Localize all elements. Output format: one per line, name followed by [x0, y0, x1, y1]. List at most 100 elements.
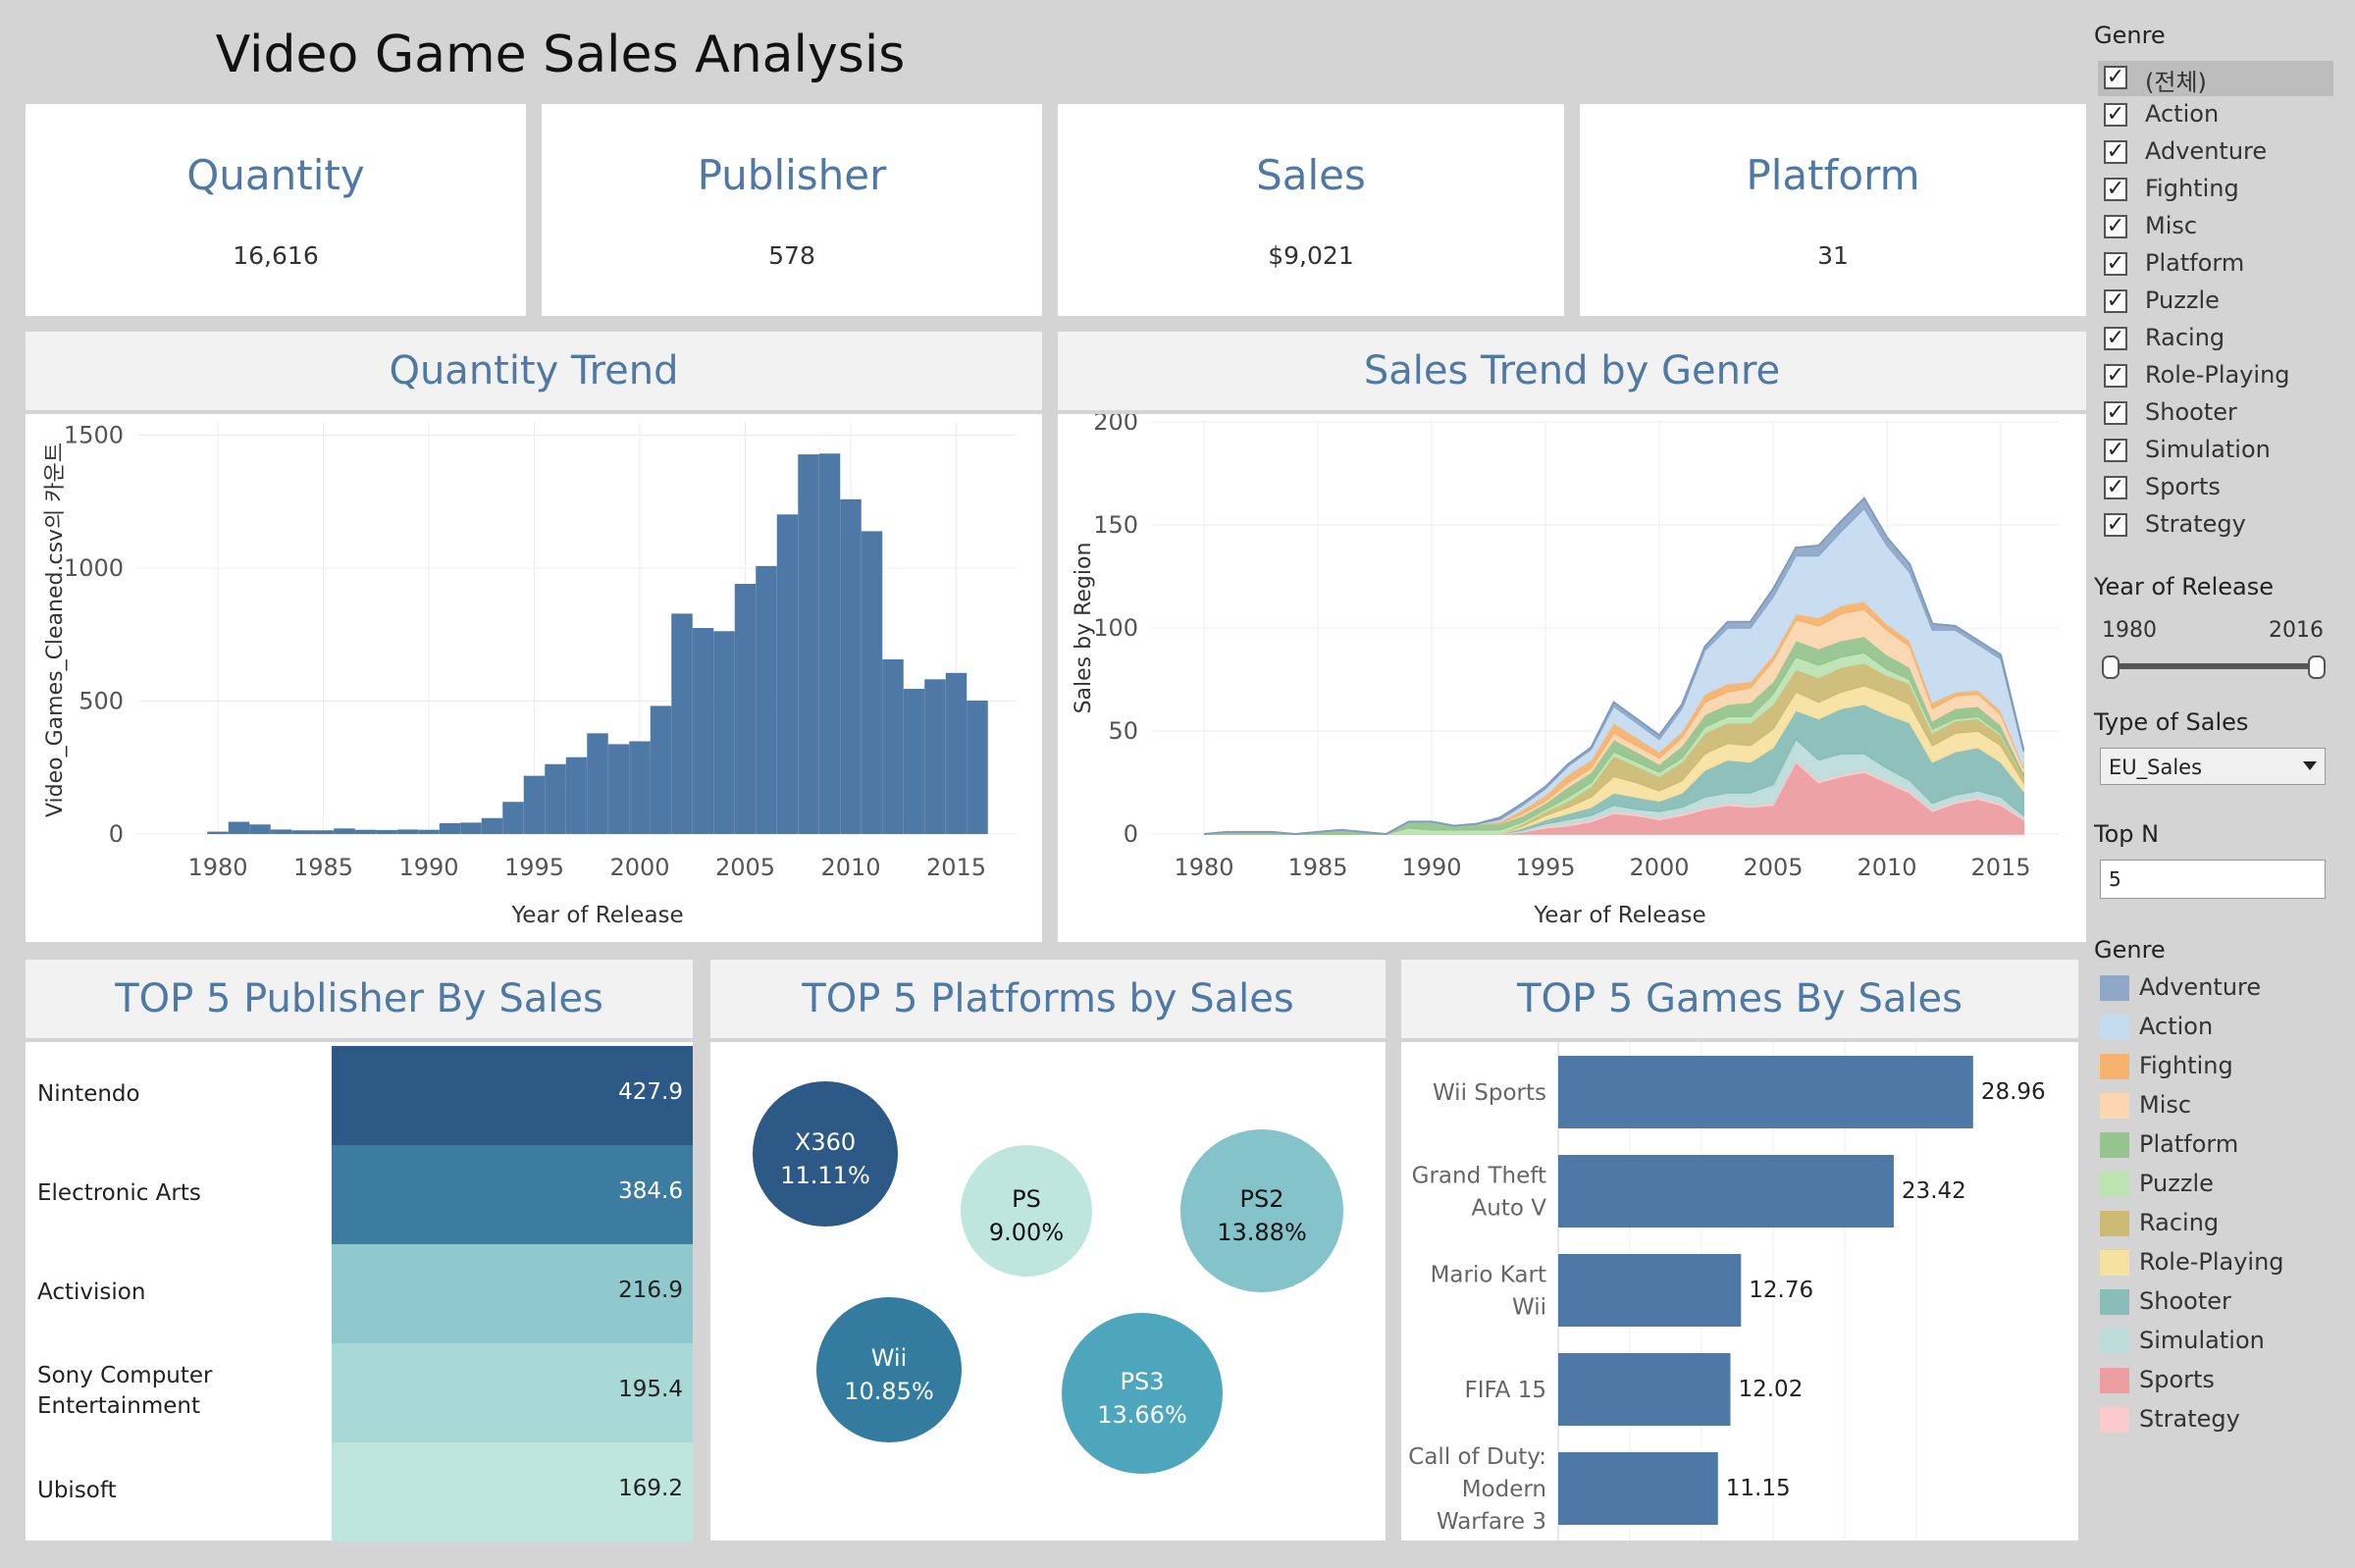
- platform-bubble[interactable]: [1180, 1129, 1343, 1292]
- publisher-row[interactable]: Ubisoft 169.2: [26, 1442, 693, 1542]
- game-bar[interactable]: [1558, 1056, 1973, 1128]
- year-slider-track[interactable]: [2110, 663, 2316, 669]
- bar[interactable]: [460, 822, 482, 834]
- bar[interactable]: [818, 453, 841, 834]
- games-bar-chart[interactable]: 28.96 Wii Sports 23.42 Grand Theft Auto V 12.…: [1401, 1042, 2078, 1541]
- year-slider-max-handle[interactable]: [2308, 655, 2326, 679]
- bar[interactable]: [291, 830, 313, 834]
- checkbox-checked-icon[interactable]: ✓: [2104, 476, 2127, 499]
- checkbox-checked-icon[interactable]: ✓: [2104, 66, 2127, 89]
- bar[interactable]: [376, 829, 397, 834]
- publisher-row[interactable]: Nintendo 427.9: [26, 1046, 693, 1145]
- bar[interactable]: [439, 822, 461, 834]
- genre-filter-option[interactable]: ✓ Misc: [2098, 210, 2333, 245]
- bar[interactable]: [734, 584, 757, 834]
- bar[interactable]: [249, 824, 271, 834]
- bar[interactable]: [334, 828, 355, 834]
- checkbox-checked-icon[interactable]: ✓: [2104, 178, 2127, 201]
- genre-filter-option[interactable]: ✓ Action: [2098, 98, 2333, 133]
- genre-filter-option[interactable]: ✓ Racing: [2098, 322, 2333, 357]
- bar[interactable]: [903, 689, 925, 834]
- platform-bubble[interactable]: [816, 1297, 962, 1442]
- bar[interactable]: [798, 454, 819, 834]
- legend-item[interactable]: Fighting: [2098, 1050, 2333, 1085]
- legend-item[interactable]: Racing: [2098, 1207, 2333, 1242]
- bar[interactable]: [418, 829, 440, 834]
- bar[interactable]: [270, 829, 292, 834]
- bar[interactable]: [354, 829, 377, 834]
- checkbox-checked-icon[interactable]: ✓: [2104, 327, 2127, 350]
- checkbox-checked-icon[interactable]: ✓: [2104, 289, 2127, 313]
- bar[interactable]: [945, 672, 968, 834]
- year-slider-min-handle[interactable]: [2102, 655, 2120, 679]
- bar[interactable]: [671, 613, 693, 834]
- sales-trend-chart[interactable]: 200 150 100 50 0 1980 1985 1990 1995 2000 2005 2010…: [1058, 408, 2086, 942]
- genre-filter-option[interactable]: ✓ Puzzle: [2098, 285, 2333, 320]
- bar[interactable]: [840, 498, 862, 834]
- genre-filter-option[interactable]: ✓ Simulation: [2098, 434, 2333, 469]
- checkbox-checked-icon[interactable]: ✓: [2104, 252, 2127, 276]
- publisher-row[interactable]: Sony Computer Entertainment 195.4: [26, 1343, 693, 1442]
- bar[interactable]: [545, 763, 566, 834]
- bar[interactable]: [924, 679, 946, 834]
- bar[interactable]: [396, 829, 419, 834]
- sales-type-dropdown[interactable]: EU_Sales: [2100, 748, 2326, 785]
- bar[interactable]: [502, 802, 524, 834]
- legend-item[interactable]: Simulation: [2098, 1325, 2333, 1360]
- genre-filter-option[interactable]: ✓ Strategy: [2098, 508, 2333, 544]
- checkbox-checked-icon[interactable]: ✓: [2104, 401, 2127, 425]
- platform-bubble[interactable]: [961, 1145, 1092, 1277]
- genre-filter-option[interactable]: ✓ Adventure: [2098, 135, 2333, 171]
- checkbox-checked-icon[interactable]: ✓: [2104, 513, 2127, 537]
- checkbox-checked-icon[interactable]: ✓: [2104, 215, 2127, 238]
- platform-bubble[interactable]: [1062, 1313, 1223, 1474]
- checkbox-checked-icon[interactable]: ✓: [2104, 364, 2127, 388]
- bar[interactable]: [861, 531, 883, 834]
- legend-item[interactable]: Platform: [2098, 1128, 2333, 1164]
- game-bar[interactable]: [1558, 1155, 1894, 1228]
- genre-filter-option[interactable]: ✓ Shooter: [2098, 396, 2333, 432]
- bar[interactable]: [228, 821, 250, 834]
- bar[interactable]: [692, 628, 714, 834]
- genre-filter-option[interactable]: ✓ Platform: [2098, 247, 2333, 283]
- bar[interactable]: [587, 733, 608, 834]
- legend-item[interactable]: Shooter: [2098, 1285, 2333, 1321]
- checkbox-checked-icon[interactable]: ✓: [2104, 140, 2127, 164]
- bar[interactable]: [607, 744, 630, 834]
- legend-item[interactable]: Puzzle: [2098, 1168, 2333, 1203]
- game-bar[interactable]: [1558, 1353, 1731, 1426]
- game-bar[interactable]: [1558, 1254, 1742, 1327]
- legend-item[interactable]: Strategy: [2098, 1403, 2333, 1438]
- genre-filter-option[interactable]: ✓ Fighting: [2098, 173, 2333, 208]
- legend-label: Shooter: [2139, 1287, 2231, 1315]
- bar[interactable]: [207, 831, 229, 834]
- publisher-row[interactable]: Activision 216.9: [26, 1244, 693, 1343]
- game-bar[interactable]: [1558, 1452, 1718, 1525]
- bar[interactable]: [967, 700, 988, 834]
- legend-item[interactable]: Misc: [2098, 1089, 2333, 1124]
- legend-item[interactable]: Action: [2098, 1011, 2333, 1046]
- bar[interactable]: [756, 565, 777, 834]
- genre-filter-option[interactable]: ✓ Role-Playing: [2098, 359, 2333, 394]
- checkbox-checked-icon[interactable]: ✓: [2104, 103, 2127, 127]
- bar[interactable]: [650, 706, 672, 834]
- legend-item[interactable]: Sports: [2098, 1364, 2333, 1399]
- bar[interactable]: [776, 514, 799, 834]
- checkbox-checked-icon[interactable]: ✓: [2104, 439, 2127, 462]
- bar[interactable]: [523, 775, 546, 834]
- publisher-row[interactable]: Electronic Arts 384.6: [26, 1145, 693, 1244]
- bar[interactable]: [882, 658, 904, 834]
- platform-bubble[interactable]: [753, 1081, 898, 1227]
- bar[interactable]: [565, 757, 588, 834]
- bar[interactable]: [629, 741, 651, 834]
- legend-item[interactable]: Adventure: [2098, 971, 2333, 1007]
- topn-input[interactable]: [2100, 860, 2326, 899]
- genre-filter-option[interactable]: ✓ (전체): [2098, 61, 2333, 96]
- bar[interactable]: [312, 830, 335, 834]
- platforms-bubble-chart[interactable]: X360 11.11% PS 9.00% PS2 13.88% Wii 10.85% PS3 13…: [710, 1042, 1386, 1541]
- quantity-trend-chart[interactable]: 1500 1000 500 0 1980 1985 1990 1995 2000 2005 2010…: [26, 414, 1042, 942]
- bar[interactable]: [481, 817, 503, 834]
- legend-item[interactable]: Role-Playing: [2098, 1246, 2333, 1281]
- genre-filter-option[interactable]: ✓ Sports: [2098, 471, 2333, 506]
- bar[interactable]: [713, 631, 735, 834]
